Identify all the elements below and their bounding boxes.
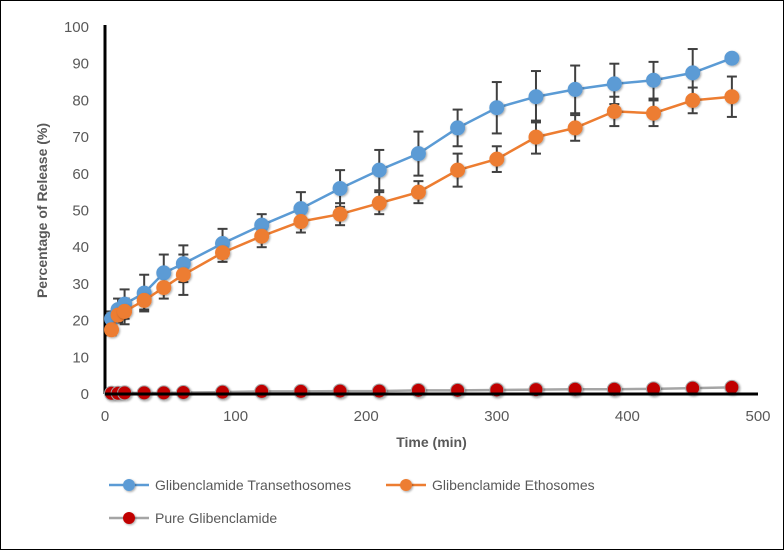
data-point [156,280,172,296]
data-point [646,72,662,88]
legend-marker [123,479,135,491]
y-tick-label: 60 [72,166,89,183]
data-point [646,381,662,397]
data-point [215,384,231,400]
data-point [371,195,387,211]
data-point [567,81,583,97]
x-tick-label: 500 [745,408,770,425]
y-tick-label: 100 [64,19,89,36]
data-point [293,201,309,217]
data-point [332,206,348,222]
y-tick-label: 70 [72,129,89,146]
data-point [724,50,740,66]
legend-label: Glibenclamide Ethosomes [432,477,595,493]
data-point [685,65,701,81]
data-point [332,383,348,399]
data-point [254,383,270,399]
y-tick-label: 30 [72,276,89,293]
data-point [450,162,466,178]
y-tick-label: 80 [72,92,89,109]
data-point [685,92,701,108]
data-point [724,379,740,395]
data-point [410,184,426,200]
data-point [156,265,172,281]
data-point [646,105,662,121]
data-point [606,76,622,92]
data-point [175,267,191,283]
data-point [136,292,152,308]
data-point [371,162,387,178]
data-point [528,89,544,105]
x-tick-label: 300 [484,408,509,425]
data-point [567,120,583,136]
data-point [450,120,466,136]
data-point [606,103,622,119]
data-point [293,383,309,399]
x-tick-label: 0 [101,408,109,425]
x-tick-label: 400 [615,408,640,425]
legend-marker [123,512,135,524]
data-point [117,303,133,319]
data-point [254,228,270,244]
y-axis-label: Percentage of Release (%) [34,123,50,298]
x-axis-label: Time (min) [396,434,467,450]
legend-label: Pure Glibenclamide [155,510,277,526]
data-point [489,151,505,167]
data-point [332,180,348,196]
data-point [104,322,120,338]
legend-label: Glibenclamide Transethosomes [155,477,351,493]
data-point [489,100,505,116]
data-point [410,146,426,162]
legend-marker [400,479,412,491]
data-point [724,89,740,105]
x-tick-label: 200 [354,408,379,425]
y-tick-label: 50 [72,203,89,220]
y-tick-label: 0 [81,386,89,403]
y-tick-label: 10 [72,349,89,366]
y-tick-label: 90 [72,56,89,73]
data-point [293,214,309,230]
data-point [215,245,231,261]
y-tick-label: 20 [72,313,89,330]
data-point [528,129,544,145]
x-tick-label: 100 [223,408,248,425]
y-tick-label: 40 [72,239,89,256]
data-point [371,383,387,399]
